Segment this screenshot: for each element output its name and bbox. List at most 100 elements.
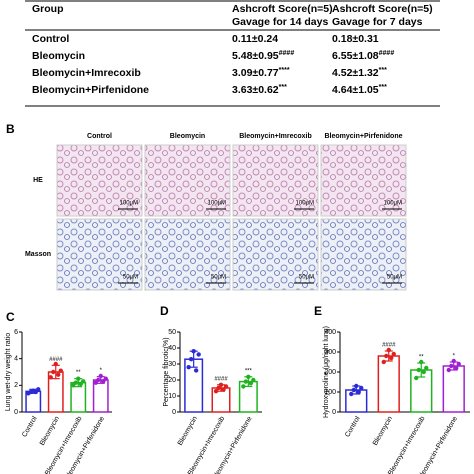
y-tick-label: 400 <box>324 329 336 336</box>
table-cell: Bleomycin+Imrecoxib <box>32 67 141 79</box>
data-point <box>218 382 224 387</box>
data-point <box>221 387 226 392</box>
table-cell: 0.11±0.24 <box>232 33 278 45</box>
bar <box>377 355 400 413</box>
y-tick-label: 0 <box>332 409 336 416</box>
panel-label: B <box>6 122 15 136</box>
y-axis-label: Lung wet-dry weight ratio <box>5 333 12 411</box>
significance: #### <box>382 343 396 349</box>
data-point <box>241 384 246 389</box>
y-tick-label: 20 <box>168 377 176 384</box>
significance: #### <box>49 357 63 363</box>
data-point <box>98 373 103 379</box>
data-point <box>421 369 426 375</box>
data-point <box>186 365 191 370</box>
data-point <box>188 357 194 362</box>
data-point <box>48 375 53 380</box>
data-point <box>456 361 461 367</box>
significance: * <box>100 368 103 374</box>
scale-label: 50μM <box>299 275 314 281</box>
column-label: Bleomycin+Imrecoxib <box>239 133 312 140</box>
micrograph <box>144 144 231 217</box>
y-tick-label: 0 <box>14 409 18 416</box>
significance: * <box>453 354 456 360</box>
significance: *** <box>379 84 387 91</box>
data-point <box>391 351 396 357</box>
data-point <box>424 365 429 371</box>
scale-label: 50μM <box>387 275 402 281</box>
data-point <box>81 379 86 384</box>
x-tick-label: Bleomycin <box>372 415 394 447</box>
panel-label: E <box>314 304 322 318</box>
micrograph <box>320 218 407 291</box>
micrograph <box>56 144 143 217</box>
data-point <box>223 384 229 389</box>
x-tick-label: Control <box>21 415 39 438</box>
significance: #### <box>279 50 295 57</box>
data-point <box>53 361 58 367</box>
data-point <box>454 365 459 371</box>
data-point <box>449 363 454 369</box>
column-label: Control <box>87 133 112 140</box>
data-point <box>103 376 108 381</box>
significance: #### <box>214 376 228 382</box>
scale-label: 50μM <box>123 275 138 281</box>
data-point <box>351 387 356 393</box>
data-point <box>216 385 221 391</box>
panel-label: D <box>160 304 169 318</box>
scale-label: 100μM <box>296 201 314 207</box>
table-header: Gavage for 7 days <box>332 16 423 28</box>
micrograph <box>56 218 143 291</box>
y-axis-label: Percentage fibrotic(%) <box>163 337 170 406</box>
row-label: HE <box>33 177 43 184</box>
data-point <box>58 368 63 373</box>
significance: *** <box>379 67 387 74</box>
x-tick-label: Bleomycin <box>177 415 199 447</box>
y-tick-label: 200 <box>324 369 336 376</box>
table-cell: Control <box>32 33 69 45</box>
micrograph <box>232 218 319 291</box>
column-label: Bleomycin+Pirfenidone <box>325 133 403 140</box>
table-cell: 0.18±0.31 <box>332 33 379 45</box>
micrograph <box>144 218 231 291</box>
data-point <box>356 389 361 395</box>
scale-label: 50μM <box>211 275 226 281</box>
x-tick-label: Bleomycin+Pirfenidone <box>64 415 106 474</box>
micrograph <box>232 144 319 217</box>
data-point <box>248 381 254 386</box>
y-axis-label: Hydroxyproline (μg/right lung) <box>323 326 330 418</box>
data-point <box>446 367 451 373</box>
y-tick-label: 100 <box>324 389 336 396</box>
data-point <box>384 353 389 359</box>
y-tick-label: 10 <box>168 393 176 400</box>
significance: ** <box>419 355 424 361</box>
y-tick-label: 4 <box>14 356 18 363</box>
data-point <box>349 391 354 397</box>
data-point <box>193 368 199 373</box>
scale-label: 100μM <box>208 201 226 207</box>
y-tick-label: 300 <box>324 349 336 356</box>
y-tick-label: 2 <box>14 382 18 389</box>
table-cell: 3.09±0.77**** <box>232 67 290 79</box>
scale-label: 100μM <box>384 201 402 207</box>
y-tick-label: 0 <box>172 409 176 416</box>
data-point <box>354 383 359 389</box>
data-point <box>246 374 251 379</box>
significance: *** <box>279 84 287 91</box>
x-tick-label: Bleomycin <box>39 415 61 447</box>
table-cell: Bleomycin <box>32 50 85 62</box>
data-point <box>251 377 256 383</box>
significance: ** <box>76 370 81 376</box>
table-cell: 6.55±1.08#### <box>332 50 394 62</box>
data-point <box>389 355 394 361</box>
significance: **** <box>279 67 290 74</box>
data-point <box>451 358 456 364</box>
table-header: Ashcroft Score(n=5) <box>232 3 333 15</box>
panel-label: C <box>6 310 15 324</box>
data-point <box>243 379 249 384</box>
y-tick-label: 50 <box>168 329 176 336</box>
x-tick-label: Bleomycin+Imrecoxib <box>387 415 426 474</box>
column-label: Bleomycin <box>170 133 205 140</box>
table-header: Gavage for 14 days <box>232 16 328 28</box>
